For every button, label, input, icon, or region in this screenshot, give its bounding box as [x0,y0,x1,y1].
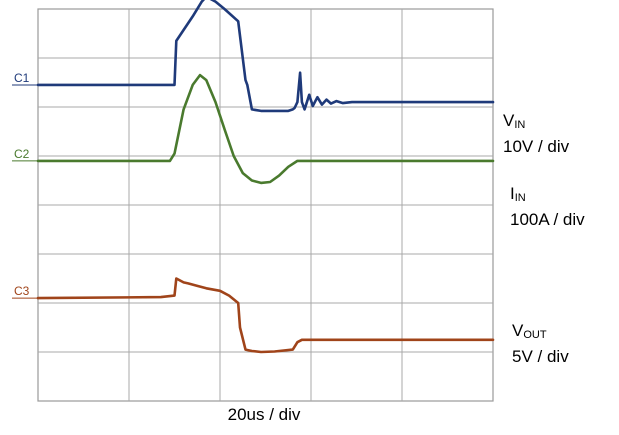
marker-label-c1: C1 [14,71,30,85]
trace-c1 [36,0,495,113]
c3-scale: 5V / div [512,347,569,366]
c3-label: V [512,321,524,340]
c3-label-sub: OUT [523,329,547,341]
c2-label-sub: IN [514,192,526,204]
trace-c2 [36,73,495,185]
c1-side-label: VIN 10V / div [503,110,569,157]
marker-label-c2: C2 [14,147,30,161]
channel-markers: C1 C2 C3 [12,71,38,299]
c1-label-sub: IN [514,119,526,131]
c2-label: I [510,184,515,203]
trace-c3 [36,277,495,354]
c2-scale: 100A / div [510,210,585,229]
time-scale-label: 20us / div [227,405,301,424]
traces [36,0,495,354]
c1-label: V [503,111,515,130]
grid [37,8,494,402]
c2-side-label: IIN 100A / div [510,183,585,230]
c1-scale: 10V / div [503,137,570,156]
marker-label-c3: C3 [14,284,30,298]
c3-side-label: VOUT 5V / div [512,320,569,367]
